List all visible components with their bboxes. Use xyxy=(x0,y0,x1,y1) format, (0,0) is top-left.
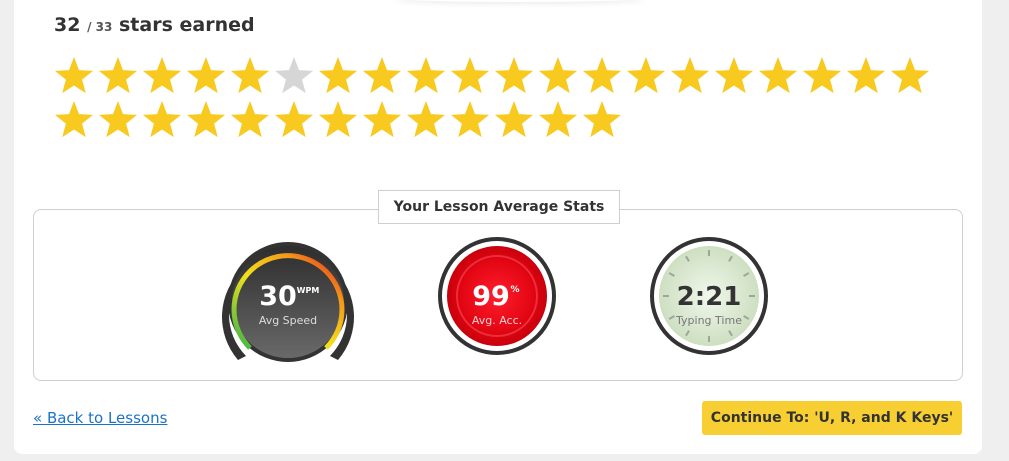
stars-row xyxy=(52,54,952,142)
speed-value: 30 xyxy=(259,281,297,312)
star-filled-icon xyxy=(846,57,886,94)
stars-separator: / xyxy=(87,20,92,34)
lesson-stats-title: Your Lesson Average Stats xyxy=(378,190,620,224)
star-filled-icon xyxy=(98,57,138,94)
clock-tick xyxy=(685,330,690,337)
star-filled-icon xyxy=(582,101,622,138)
star-filled-icon xyxy=(494,101,534,138)
speed-gauge-arc xyxy=(231,253,345,350)
speed-gauge-rim xyxy=(222,250,354,360)
clock-tick xyxy=(685,255,690,262)
star-empty-icon xyxy=(274,57,314,94)
star-filled-icon xyxy=(186,101,226,138)
stars-earned-count: 32 xyxy=(54,14,81,36)
star-filled-icon xyxy=(186,57,226,94)
star-filled-icon xyxy=(274,101,314,138)
star-filled-icon xyxy=(802,57,842,94)
typing-time-value: 2:21 xyxy=(677,282,742,312)
speed-label: Avg Speed xyxy=(259,314,317,327)
typing-time-gauge: 2:21 Typing Time xyxy=(650,237,768,355)
star-filled-icon xyxy=(538,57,578,94)
star-filled-icon xyxy=(670,57,710,94)
clock-tick-marks xyxy=(663,250,755,342)
header-shadow xyxy=(394,0,644,2)
star-filled-icon xyxy=(890,57,930,94)
back-to-lessons-link[interactable]: « Back to Lessons xyxy=(33,409,168,427)
star-filled-icon xyxy=(98,101,138,138)
star-filled-icon xyxy=(362,57,402,94)
speed-gauge: 30 WPM Avg Speed xyxy=(222,242,354,362)
star-filled-icon xyxy=(406,57,446,94)
star-filled-icon xyxy=(714,57,754,94)
star-filled-icon xyxy=(582,57,622,94)
star-filled-icon xyxy=(626,57,666,94)
star-filled-icon xyxy=(54,101,94,138)
accuracy-value: 99 xyxy=(472,281,510,312)
star-filled-icon xyxy=(494,57,534,94)
star-filled-icon xyxy=(54,57,94,94)
stars-total-count: 33 xyxy=(95,20,113,34)
clock-tick xyxy=(668,272,675,277)
speed-unit: WPM xyxy=(297,286,320,295)
stars-earned-heading: 32 / 33 stars earned xyxy=(54,14,255,36)
star-filled-icon xyxy=(318,57,358,94)
star-filled-icon xyxy=(758,57,798,94)
clock-tick xyxy=(743,315,750,320)
star-filled-icon xyxy=(230,101,270,138)
clock-tick xyxy=(728,255,733,262)
star-filled-icon xyxy=(142,101,182,138)
typing-time-label: Typing Time xyxy=(675,314,742,327)
lesson-complete-card: 32 / 33 stars earned Your Lesson Average… xyxy=(14,0,982,454)
star-filled-icon xyxy=(142,57,182,94)
star-filled-icon xyxy=(450,57,490,94)
star-filled-icon xyxy=(538,101,578,138)
accuracy-unit: % xyxy=(510,285,519,295)
star-filled-icon xyxy=(362,101,402,138)
star-filled-icon xyxy=(230,57,270,94)
clock-tick xyxy=(668,315,675,320)
clock-tick xyxy=(728,330,733,337)
star-filled-icon xyxy=(318,101,358,138)
stars-earned-label: stars earned xyxy=(118,14,255,36)
continue-button[interactable]: Continue To: 'U, R, and K Keys' xyxy=(702,401,962,435)
star-filled-icon xyxy=(450,101,490,138)
accuracy-label: Avg. Acc. xyxy=(472,314,522,327)
clock-tick xyxy=(743,272,750,277)
accuracy-gauge: 99 % Avg. Acc. xyxy=(438,237,556,355)
star-filled-icon xyxy=(406,101,446,138)
